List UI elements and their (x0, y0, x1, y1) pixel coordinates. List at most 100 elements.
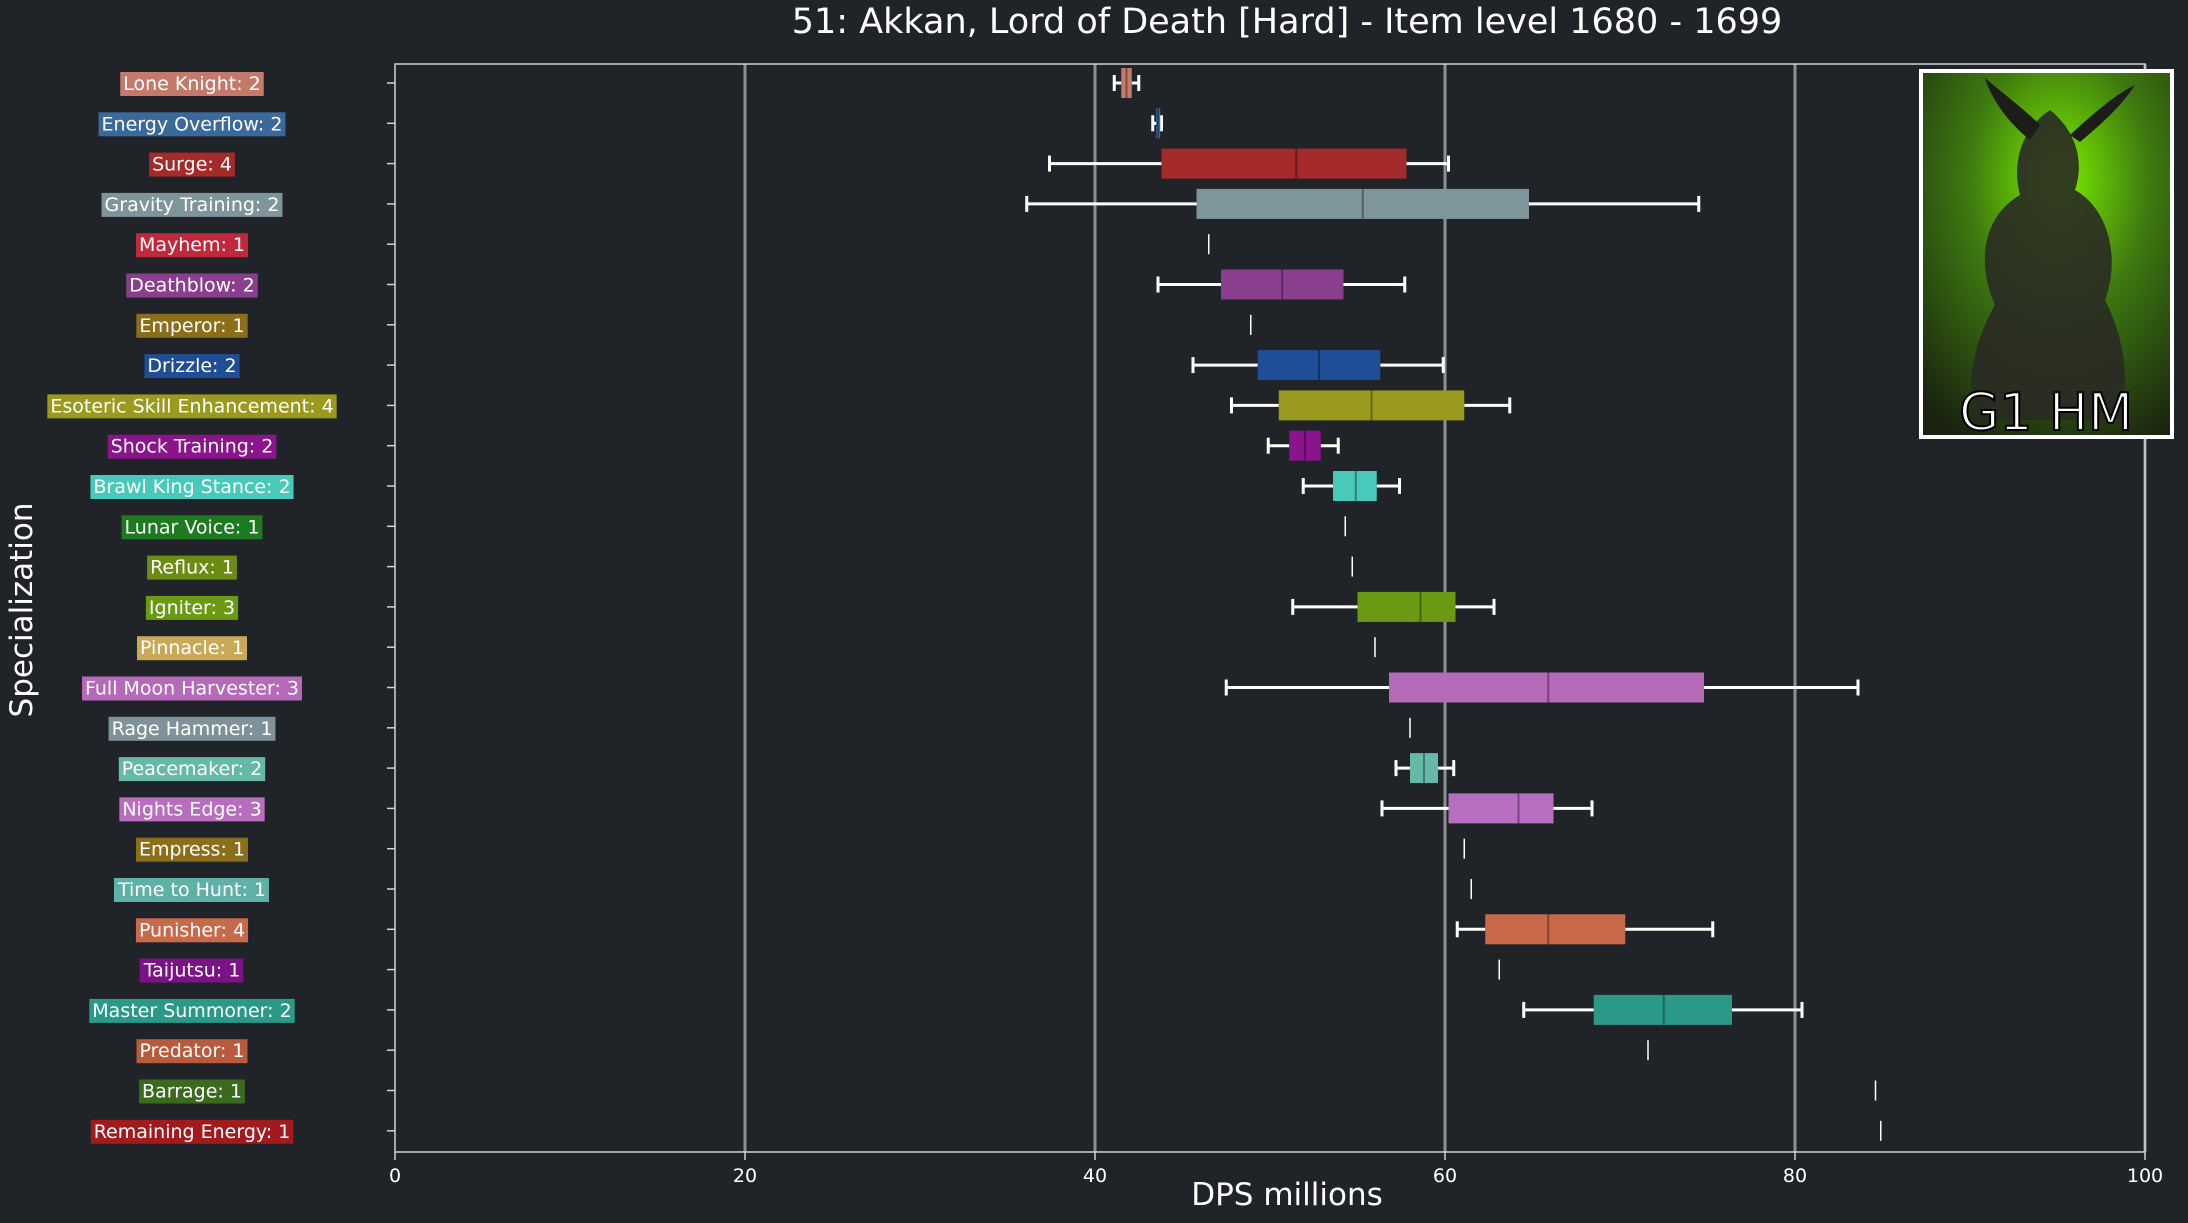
y-tick-label: Shock Training: 2 (111, 436, 274, 458)
x-tick-label: 100 (2127, 1165, 2163, 1187)
iqr-box (1333, 471, 1377, 501)
x-tick-label: 40 (1083, 1165, 1107, 1187)
y-tick-label: Barrage: 1 (142, 1081, 242, 1103)
box-row: Pinnacle: 1 (137, 636, 1376, 661)
boss-art-inset: G1 HM (1919, 69, 2174, 444)
box-row: Surge: 4 (149, 148, 1450, 179)
y-label-background (136, 313, 248, 338)
iqr-box (1257, 350, 1381, 381)
y-tick-label: Taijutsu: 1 (143, 960, 241, 982)
box-row: Igniter: 3 (145, 591, 1496, 622)
y-label-background (136, 837, 248, 862)
box-row: Lunar Voice: 1 (121, 515, 1346, 540)
iqr-box (1357, 591, 1456, 622)
y-tick-label: Emperor: 1 (139, 315, 244, 337)
y-tick-label: Lunar Voice: 1 (125, 516, 260, 538)
y-label-background (145, 595, 239, 620)
box-row: Mayhem: 1 (135, 233, 1210, 258)
x-tick-label: 0 (389, 1165, 401, 1187)
y-tick-label: Lone Knight: 2 (123, 73, 261, 95)
x-tick-label: 20 (733, 1165, 757, 1187)
y-label-background (90, 475, 294, 499)
y-tick-label: Remaining Energy: 1 (94, 1121, 291, 1143)
y-tick-label: Reflux: 1 (150, 557, 234, 579)
y-label-background (108, 716, 276, 741)
iqr-box (1485, 914, 1626, 945)
x-axis-ticks: 0 20 40 60 80 100 (389, 1152, 2163, 1187)
box-row: Rage Hammer: 1 (108, 716, 1411, 741)
box-row: Nights Edge: 3 (119, 793, 1594, 824)
y-tick-label: Master Summoner: 2 (92, 1000, 291, 1022)
y-tick-label: Time to Hunt: 1 (117, 879, 266, 901)
box-row: Emperor: 1 (136, 313, 1252, 338)
box-row: Drizzle: 2 (144, 350, 1445, 381)
iqr-box (1161, 148, 1407, 179)
iqr-box (1121, 68, 1132, 98)
y-tick-label: Gravity Training: 2 (105, 194, 280, 216)
y-tick-label: Brawl King Stance: 2 (93, 476, 290, 498)
y-label-background (147, 555, 237, 580)
iqr-box (1221, 269, 1344, 300)
y-label-background (119, 797, 265, 822)
y-tick-label: Punisher: 4 (139, 919, 245, 941)
y-label-background (135, 918, 249, 943)
y-label-background (47, 394, 337, 419)
y-label-background (136, 1039, 248, 1064)
iqr-box (1410, 753, 1438, 784)
box-row: Peacemaker: 2 (118, 753, 1456, 784)
y-label-background (139, 1079, 245, 1104)
y-label-background (89, 998, 295, 1023)
y-label-background (107, 434, 277, 459)
box-row: Esoteric Skill Enhancement: 4 (47, 390, 1512, 421)
box-row: Energy Overflow: 2 (98, 108, 1163, 139)
x-axis-label: DPS millions (1191, 1177, 1383, 1213)
y-label-background (90, 1119, 294, 1144)
box-row: Remaining Energy: 1 (90, 1119, 1882, 1144)
iqr-box (1593, 994, 1732, 1025)
y-tick-label: Full Moon Harvester: 3 (85, 678, 299, 700)
y-label-background (120, 72, 264, 96)
x-tick-label: 80 (1783, 1165, 1807, 1187)
y-tick-label: Esoteric Skill Enhancement: 4 (50, 395, 333, 417)
iqr-box (1448, 793, 1554, 824)
iqr-box (1196, 188, 1529, 219)
box-row: Brawl King Stance: 2 (90, 471, 1401, 501)
iqr-box (1278, 390, 1465, 421)
box-row: Lone Knight: 2 (120, 68, 1141, 98)
y-tick-label: Empress: 1 (139, 839, 245, 861)
box-row: Shock Training: 2 (107, 430, 1340, 461)
y-label-background (82, 676, 302, 701)
inset-caption: G1 HM (1959, 383, 2133, 443)
iqr-box (1156, 108, 1161, 139)
y-label-background (135, 233, 249, 258)
box-row: Time to Hunt: 1 (113, 878, 1472, 902)
y-tick-label: Pinnacle: 1 (140, 637, 244, 659)
y-label-background (144, 354, 240, 379)
y-tick-label: Igniter: 3 (149, 597, 235, 619)
boss-figure-icon (1971, 110, 2125, 420)
y-tick-label: Peacemaker: 2 (122, 758, 262, 780)
y-tick-label: Deathblow: 2 (129, 275, 254, 297)
y-label-background (139, 958, 244, 983)
y-tick-label: Rage Hammer: 1 (112, 718, 273, 740)
box-row: Gravity Training: 2 (101, 188, 1701, 219)
box-row: Full Moon Harvester: 3 (82, 672, 1860, 703)
box-rows: Lone Knight: 2 Energy Overflow: 2 Surge: 4… (47, 68, 1882, 1144)
x-tick-label: 60 (1433, 1165, 1457, 1187)
y-label-background (118, 757, 266, 782)
y-tick-label: Predator: 1 (140, 1040, 245, 1062)
y-label-background (98, 112, 286, 137)
y-label-background (101, 192, 283, 217)
y-label-background (121, 515, 263, 540)
box-row: Master Summoner: 2 (89, 994, 1804, 1025)
y-tick-label: Nights Edge: 3 (122, 798, 261, 820)
y-tick-label: Drizzle: 2 (147, 355, 236, 377)
plot-area-frame (394, 63, 2146, 1153)
y-label-background (137, 636, 247, 661)
boss-horns-icon (1985, 78, 2135, 142)
y-label-background (113, 878, 270, 902)
box-row: Reflux: 1 (147, 555, 1353, 580)
y-axis-label: Specialization (4, 503, 40, 718)
box-row: Deathblow: 2 (126, 269, 1407, 300)
